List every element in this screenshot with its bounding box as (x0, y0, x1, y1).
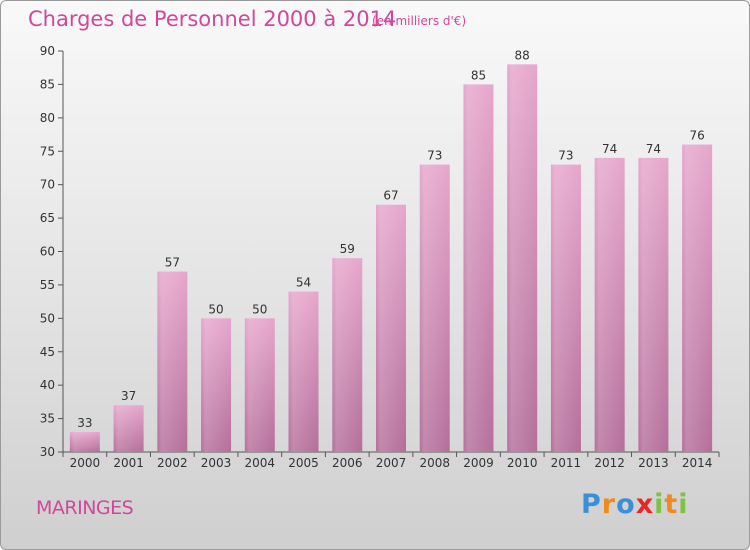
x-tick-label: 2002 (157, 456, 188, 470)
bar-value-label: 57 (165, 256, 180, 270)
y-tick-label: 30 (40, 445, 55, 459)
bar-value-label: 54 (296, 276, 311, 290)
logo-letter: t (664, 489, 679, 520)
bar-highlight (376, 204, 406, 452)
bar-value-label: 67 (383, 189, 398, 203)
x-tick-label: 2011 (551, 456, 582, 470)
y-tick-label: 40 (40, 378, 55, 392)
x-tick-label: 2003 (201, 456, 232, 470)
y-tick-label: 65 (40, 211, 55, 225)
bar-highlight (594, 157, 625, 452)
y-tick-label: 85 (40, 77, 55, 91)
bar-value-label: 37 (121, 389, 136, 403)
bar-value-label: 88 (515, 48, 530, 62)
y-tick-label: 35 (40, 412, 55, 426)
x-tick-label: 2012 (594, 456, 625, 470)
bar-highlight (332, 258, 363, 452)
commune-name: MARINGES (36, 497, 134, 519)
y-tick-label: 45 (40, 345, 55, 359)
x-tick-label: 2009 (463, 456, 494, 470)
bar-value-label: 50 (208, 302, 223, 316)
x-tick-label: 2007 (376, 456, 407, 470)
x-tick-label: 2013 (638, 456, 669, 470)
x-tick-label: 2005 (288, 456, 319, 470)
logo-letter: i (678, 489, 689, 520)
bar-highlight (419, 164, 450, 452)
y-tick-label: 60 (40, 245, 55, 259)
y-tick-label: 55 (40, 278, 55, 292)
x-tick-label: 2014 (682, 456, 713, 470)
bar-highlight (550, 164, 581, 452)
bar-value-label: 73 (427, 149, 442, 163)
bar-highlight (463, 84, 494, 453)
bar-highlight (157, 271, 188, 452)
y-tick-label: 90 (40, 44, 55, 58)
x-tick-label: 2006 (332, 456, 363, 470)
bar-value-label: 85 (471, 68, 486, 82)
bar-value-label: 76 (689, 129, 704, 143)
bar-highlight (69, 431, 100, 452)
bar-highlight (113, 405, 144, 452)
bar-highlight (288, 291, 319, 452)
bar-value-label: 74 (646, 142, 661, 156)
bar-value-label: 33 (77, 416, 92, 430)
proxiti-logo: Proxiti (581, 489, 689, 520)
x-tick-label: 2010 (507, 456, 538, 470)
bar-value-label: 74 (602, 142, 617, 156)
logo-letter: o (616, 489, 636, 520)
bar-value-label: 50 (252, 302, 267, 316)
bar-highlight (638, 157, 669, 452)
chart-subtitle: (en milliers d'€) (372, 14, 467, 28)
bar-highlight (682, 144, 713, 453)
x-tick-label: 2000 (70, 456, 101, 470)
x-tick-label: 2008 (419, 456, 450, 470)
y-tick-label: 80 (40, 111, 55, 125)
logo-letter: i (654, 489, 665, 520)
chart-title: Charges de Personnel 2000 à 2014 (28, 7, 397, 31)
logo-letter: P (581, 489, 602, 520)
bar-value-label: 73 (558, 149, 573, 163)
logo-letter: x (635, 489, 655, 520)
y-tick-label: 50 (40, 311, 55, 325)
logo-letter: r (601, 489, 617, 520)
x-tick-label: 2004 (245, 456, 276, 470)
bar-highlight (201, 318, 232, 452)
bar-highlight (507, 64, 538, 452)
y-tick-label: 75 (40, 144, 55, 158)
y-tick-label: 70 (40, 178, 55, 192)
x-tick-label: 2001 (113, 456, 144, 470)
bar-value-label: 59 (340, 242, 355, 256)
bar-highlight (244, 318, 275, 452)
